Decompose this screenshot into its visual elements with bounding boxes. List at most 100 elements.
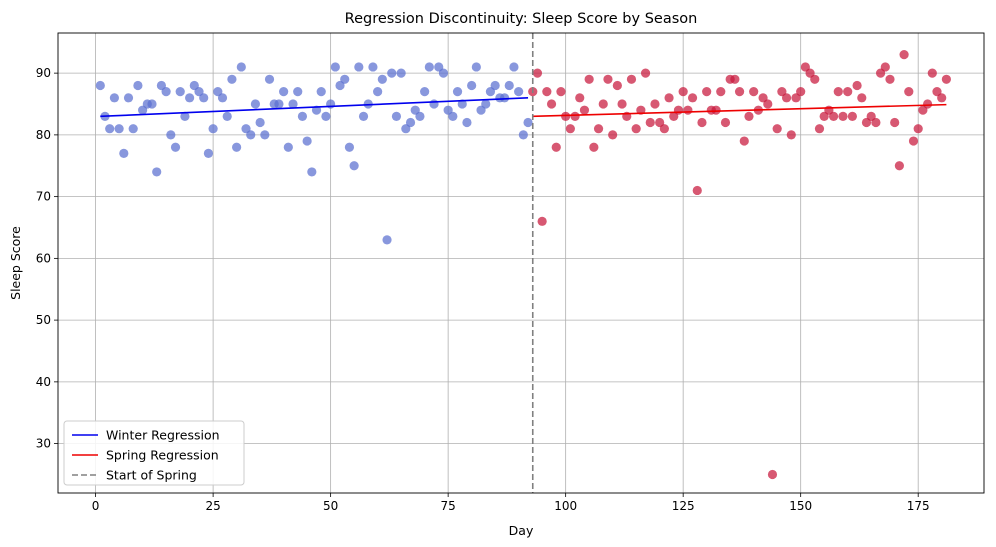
spring-point — [612, 80, 622, 91]
spring-point — [739, 136, 749, 146]
x-tick-label: 175 — [907, 499, 930, 513]
spring-point — [814, 124, 825, 134]
spring-point — [659, 124, 669, 134]
winter-point — [123, 93, 134, 103]
spring-point — [692, 185, 702, 196]
x-tick-label: 150 — [789, 499, 812, 513]
winter-point — [518, 130, 528, 140]
spring-regression-line — [532, 103, 947, 118]
spring-point — [843, 87, 853, 97]
winter-point — [147, 99, 157, 109]
winter-point — [349, 161, 359, 171]
winter-point — [302, 136, 312, 146]
winter-point — [504, 80, 514, 91]
axes: 0 25 50 75 100 125 150 175 30 40 50 60 70 80 90 — [36, 32, 985, 513]
spring-point — [941, 74, 951, 84]
winter-point — [330, 62, 340, 72]
spring-point — [702, 87, 712, 97]
winter-point — [382, 235, 392, 245]
winter-point — [368, 62, 378, 72]
spring-point — [570, 111, 580, 121]
scatter-points — [95, 50, 951, 480]
spring-point — [904, 87, 914, 97]
spring-point — [532, 68, 543, 78]
winter-point — [119, 148, 129, 159]
winter-point — [133, 80, 143, 91]
winter-point — [128, 124, 138, 134]
winter-point — [424, 62, 434, 72]
spring-point — [575, 93, 585, 103]
spring-point — [650, 99, 660, 109]
y-tick-label: 80 — [36, 128, 51, 142]
winter-point — [255, 117, 265, 128]
winter-point — [467, 80, 477, 91]
winter-point — [227, 74, 237, 84]
legend-box — [63, 420, 245, 486]
winter-point — [175, 87, 185, 97]
winter-regression-line — [100, 97, 529, 118]
winter-point — [279, 87, 289, 97]
y-tick-label: 30 — [36, 437, 51, 451]
spring-point — [546, 99, 557, 109]
winter-point — [217, 93, 228, 103]
y-tick-label: 40 — [36, 375, 51, 389]
winter-point — [481, 99, 491, 109]
winter-point — [387, 68, 397, 78]
winter-point — [114, 124, 124, 134]
spring-point — [890, 117, 900, 128]
spring-point — [556, 87, 566, 97]
spring-point — [838, 111, 848, 121]
spring-point — [880, 62, 890, 72]
plot-frame — [57, 32, 985, 494]
spring-point — [744, 111, 754, 121]
spring-point — [810, 74, 820, 84]
spring-point — [683, 105, 693, 115]
spring-point — [894, 161, 904, 171]
winter-point — [222, 111, 232, 121]
spring-point — [640, 68, 651, 78]
winter-point — [490, 80, 500, 91]
spring-point — [626, 74, 637, 84]
spring-point — [772, 124, 782, 134]
winter-point — [514, 87, 524, 97]
spring-point — [734, 87, 745, 97]
winter-point — [438, 68, 449, 78]
y-axis-label: Sleep Score — [8, 226, 23, 300]
spring-point — [673, 105, 684, 115]
y-tick-label: 60 — [36, 251, 51, 265]
x-tick-label: 50 — [323, 499, 338, 513]
winter-point — [391, 111, 402, 121]
regression-lines — [100, 33, 947, 493]
legend-start-of-spring-label: Start of Spring — [106, 468, 197, 483]
winter-point — [420, 87, 430, 97]
winter-point — [264, 74, 275, 84]
winter-point — [208, 124, 218, 134]
y-tick-label: 70 — [36, 190, 51, 204]
spring-point — [579, 105, 590, 115]
legend-winter-regression-label: Winter Regression — [106, 428, 220, 443]
spring-point — [899, 50, 909, 60]
winter-point — [316, 87, 326, 97]
winter-point — [429, 99, 439, 109]
spring-point — [913, 124, 923, 134]
spring-point — [631, 124, 641, 134]
winter-point — [377, 74, 387, 84]
spring-point — [786, 130, 796, 140]
spring-point — [561, 111, 571, 121]
winter-point — [236, 62, 246, 72]
spring-point — [763, 99, 773, 109]
winter-point — [405, 117, 416, 128]
spring-point — [749, 87, 759, 97]
y-tick-label: 90 — [36, 66, 51, 80]
spring-point — [598, 99, 608, 109]
legend-spring-regression-label: Spring Regression — [106, 448, 219, 463]
winter-point — [321, 111, 331, 121]
winter-point — [358, 111, 369, 121]
spring-point — [937, 93, 947, 103]
winter-point — [462, 117, 472, 128]
spring-point — [927, 68, 937, 78]
winter-point — [274, 99, 284, 109]
winter-point — [297, 111, 308, 121]
spring-point — [885, 74, 895, 84]
